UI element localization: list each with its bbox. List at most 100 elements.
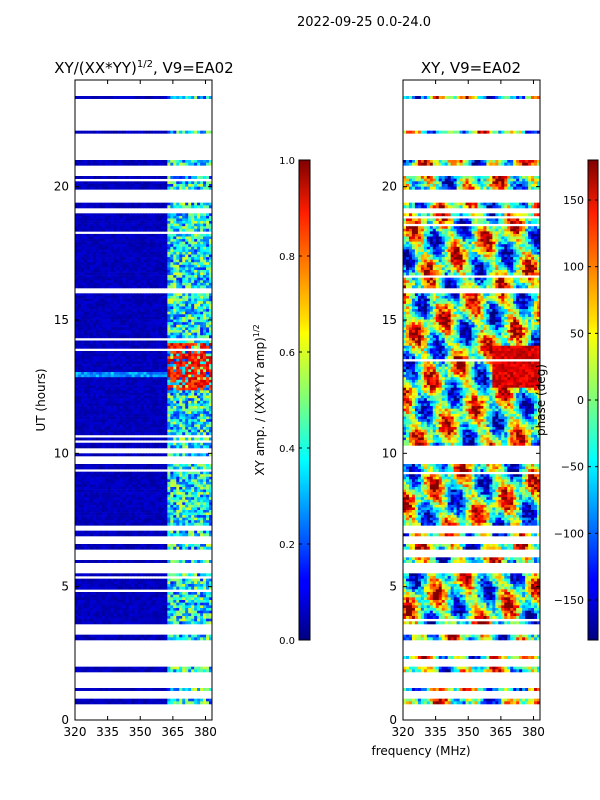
heatmap-cell (164, 327, 168, 331)
heatmap-cell (89, 424, 94, 428)
heatmap-cell (209, 427, 212, 430)
heatmap-cell (149, 515, 153, 518)
heatmap-cell (161, 560, 165, 563)
heatmap-cell (125, 335, 130, 339)
heatmap-cell (179, 303, 183, 307)
heatmap-cell (86, 492, 91, 495)
heatmap-cell (209, 489, 212, 493)
heatmap-cell (119, 371, 124, 375)
heatmap-cell (191, 387, 195, 391)
heatmap-cell (161, 400, 165, 404)
heatmap-cell (194, 413, 198, 417)
heatmap-cell (164, 395, 168, 399)
heatmap-cell (137, 487, 141, 490)
heatmap-cell (167, 303, 171, 307)
heatmap-cell (170, 403, 174, 407)
heatmap-cell (170, 371, 174, 375)
heatmap-cell (146, 592, 150, 595)
heatmap-cell (185, 688, 189, 691)
heatmap-cell (152, 311, 156, 315)
heatmap-cell (206, 403, 210, 407)
heatmap-cell (143, 406, 147, 409)
heatmap-cell (101, 608, 106, 611)
heatmap-cell (137, 314, 141, 318)
heatmap-cell (128, 369, 132, 373)
heatmap-cell (182, 466, 186, 470)
heatmap-cell (83, 340, 88, 344)
heatmap-cell (119, 584, 124, 587)
heatmap-cell (164, 592, 168, 595)
heatmap-cell (98, 419, 103, 423)
heatmap-cell (89, 311, 94, 315)
heatmap-cell (104, 586, 109, 590)
heatmap-cell (113, 530, 118, 534)
heatmap-cell (155, 340, 159, 344)
heatmap-cell (182, 306, 186, 310)
heatmap-cell (197, 507, 201, 511)
heatmap-cell (191, 484, 195, 488)
heatmap-cell (161, 613, 165, 617)
heatmap-cell (110, 366, 115, 370)
heatmap-cell (131, 413, 135, 417)
heatmap-cell (173, 411, 177, 415)
heatmap-cell (149, 533, 153, 537)
heatmap-cell (179, 600, 183, 603)
heatmap-cell (122, 345, 127, 349)
heatmap-cell (188, 602, 192, 606)
heatmap-cell (140, 489, 144, 493)
heatmap-cell (158, 419, 162, 423)
heatmap-cell (152, 522, 156, 526)
heatmap-cell (146, 340, 150, 344)
heatmap-cell (164, 578, 168, 582)
heatmap-cell (161, 340, 165, 344)
heatmap-cell (137, 364, 141, 368)
heatmap-cell (125, 504, 130, 508)
heatmap-cell (203, 351, 207, 354)
heatmap-cell (89, 298, 94, 302)
heatmap-cell (191, 698, 195, 702)
heatmap-cell (131, 395, 135, 399)
heatmap-cell (137, 309, 141, 312)
heatmap-cell (101, 546, 106, 550)
heatmap-cell (170, 600, 174, 603)
heatmap-cell (75, 374, 79, 378)
heatmap-cell (173, 361, 177, 365)
heatmap-cell (155, 311, 159, 315)
heatmap-cell (152, 403, 156, 407)
heatmap-cell (107, 616, 112, 619)
heatmap-cell (182, 487, 186, 490)
heatmap-cell (206, 335, 210, 339)
heatmap-cell (203, 507, 207, 511)
heatmap-cell (75, 594, 79, 598)
heatmap-cell (95, 303, 100, 307)
heatmap-cell (137, 474, 141, 478)
heatmap-cell (143, 385, 147, 388)
heatmap-cell (155, 669, 159, 673)
heatmap-cell (188, 395, 192, 399)
heatmap-cell (155, 586, 159, 590)
heatmap-cell (182, 385, 186, 388)
heatmap-cell (197, 637, 201, 641)
heatmap-cell (83, 374, 88, 378)
heatmap-cell (92, 382, 97, 386)
heatmap-cell (75, 416, 79, 420)
heatmap-cell (89, 688, 94, 691)
heatmap-cell (86, 499, 91, 503)
heatmap-cell (89, 471, 94, 475)
heatmap-cell (83, 484, 88, 488)
heatmap-cell (167, 586, 171, 590)
heatmap-cell (206, 382, 210, 386)
heatmap-cell (209, 314, 212, 318)
heatmap-cell (152, 520, 156, 524)
heatmap-cell (125, 586, 130, 590)
heatmap-cell (209, 581, 212, 585)
heatmap-cell (173, 340, 177, 344)
heatmap-cell (188, 453, 192, 457)
heatmap-cell (203, 413, 207, 417)
heatmap-cell (182, 400, 186, 404)
heatmap-cell (155, 507, 159, 511)
heatmap-cell (191, 429, 195, 433)
heatmap-cell (209, 392, 212, 396)
heatmap-cell (95, 324, 100, 328)
heatmap-cell (101, 424, 106, 428)
